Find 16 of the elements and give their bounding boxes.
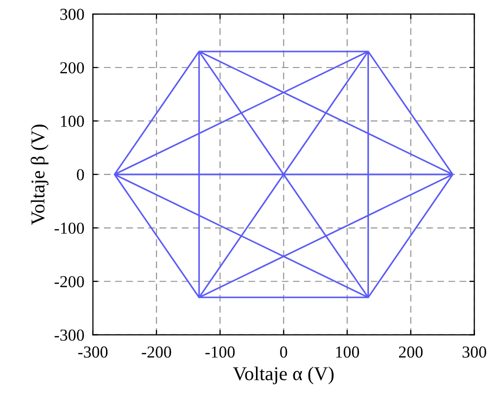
x-axis-title: Voltaje α (V) — [233, 366, 334, 384]
x-tick-label: -200 — [142, 346, 172, 358]
y-tick-label: -100 — [54, 222, 84, 234]
y-tick-label: -300 — [54, 330, 84, 341]
y-tick-label: 0 — [76, 169, 84, 180]
x-tick-label: 200 — [398, 346, 423, 358]
y-axis-title: Voltaje β (V) — [30, 124, 48, 225]
x-tick-label: -300 — [78, 346, 108, 358]
x-tick-label: 300 — [462, 346, 486, 358]
x-tick-label: 0 — [280, 346, 288, 358]
y-tick-label: 300 — [60, 8, 84, 20]
y-tick-label: 100 — [61, 116, 84, 127]
x-tick-label: -100 — [205, 346, 235, 358]
y-tick-label: -200 — [54, 276, 84, 288]
y-tick-label: 200 — [60, 62, 84, 74]
x-tick-label: 100 — [336, 346, 360, 358]
